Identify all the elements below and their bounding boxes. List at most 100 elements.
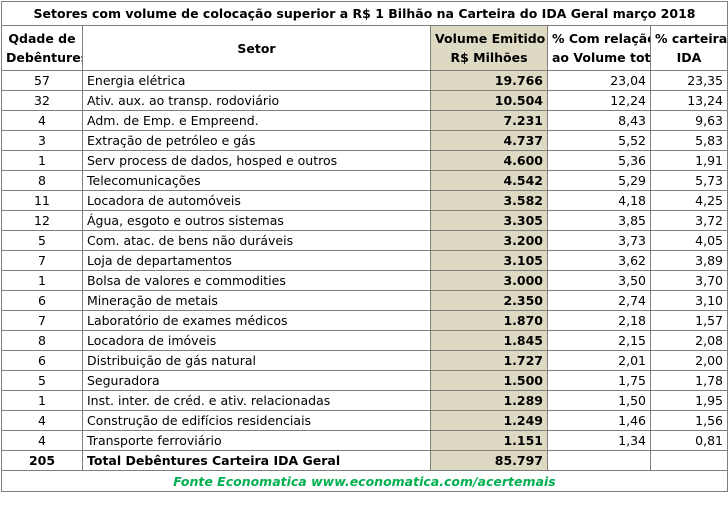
header-pct-ida-line2: IDA: [676, 50, 702, 65]
cell-qty: 4: [1, 110, 83, 131]
cell-sector: Com. atac. de bens não duráveis: [82, 230, 431, 251]
cell-pct-ida: 23,35: [650, 70, 728, 91]
cell-sector: Energia elétrica: [82, 70, 431, 91]
cell-volume: 3.105: [430, 250, 548, 271]
cell-pct-volume: 4,18: [547, 190, 651, 211]
table-row: 3 Extração de petróleo e gás 4.737 5,52 5,83: [1, 130, 728, 151]
table-row: 4 Construção de edifícios residenciais 1.2…: [1, 410, 728, 431]
header-pct-volume: % Com relação ao Volume total: [547, 25, 651, 71]
header-qty: Qdade de Debêntures: [1, 25, 83, 71]
cell-qty: 1: [1, 390, 83, 411]
cell-qty: 4: [1, 410, 83, 431]
cell-volume: 1.151: [430, 430, 548, 451]
cell-pct-volume: 5,36: [547, 150, 651, 171]
cell-sector: Serv process de dados, hosped e outros: [82, 150, 431, 171]
header-pct-ida: % carteira IDA: [650, 25, 728, 71]
header-pct-volume-line2: ao Volume total: [552, 50, 651, 65]
table-row: 6 Distribuição de gás natural 1.727 2,01 2,0…: [1, 350, 728, 371]
cell-qty: 3: [1, 130, 83, 151]
cell-sector: Inst. inter. de créd. e ativ. relacionad…: [82, 390, 431, 411]
cell-pct-volume: 2,74: [547, 290, 651, 311]
cell-qty: 5: [1, 230, 83, 251]
cell-qty: 6: [1, 290, 83, 311]
table-row: 5 Seguradora 1.500 1,75 1,78: [1, 370, 728, 391]
cell-pct-volume: 23,04: [547, 70, 651, 91]
table-row: 4 Adm. de Emp. e Empreend. 7.231 8,43 9,63: [1, 110, 728, 131]
cell-sector: Distribuição de gás natural: [82, 350, 431, 371]
cell-sector: Telecomunicações: [82, 170, 431, 191]
total-qty: 205: [1, 450, 83, 471]
header-pct-ida-line1: % carteira: [655, 31, 728, 46]
title-row: Setores com volume de colocação superior…: [1, 1, 728, 26]
cell-volume: 7.231: [430, 110, 548, 131]
cell-volume: 3.305: [430, 210, 548, 231]
cell-sector: Construção de edifícios residenciais: [82, 410, 431, 431]
table-row: 6 Mineração de metais 2.350 2,74 3,10: [1, 290, 728, 311]
cell-pct-volume: 1,34: [547, 430, 651, 451]
cell-pct-volume: 3,85: [547, 210, 651, 231]
table-row: 32 Ativ. aux. ao transp. rodoviário 10.504…: [1, 90, 728, 111]
header-qty-line1: Qdade de: [8, 31, 76, 46]
table-row: 7 Laboratório de exames médicos 1.870 2,18 1…: [1, 310, 728, 331]
cell-pct-ida: 1,56: [650, 410, 728, 431]
cell-volume: 10.504: [430, 90, 548, 111]
total-pct-ida-empty: [650, 450, 728, 471]
cell-pct-volume: 1,75: [547, 370, 651, 391]
cell-volume: 1.249: [430, 410, 548, 431]
cell-pct-ida: 1,57: [650, 310, 728, 331]
cell-pct-volume: 2,01: [547, 350, 651, 371]
table-row: 4 Transporte ferroviário 1.151 1,34 0,81: [1, 430, 728, 451]
cell-pct-volume: 2,18: [547, 310, 651, 331]
header-row: Qdade de Debêntures Setor Volume Emitido R…: [1, 25, 728, 71]
table-row: 1 Bolsa de valores e commodities 3.000 3,50…: [1, 270, 728, 291]
cell-pct-volume: 1,46: [547, 410, 651, 431]
source-note: Fonte Economatica www.economatica.com/ac…: [1, 470, 728, 492]
cell-pct-ida: 1,95: [650, 390, 728, 411]
table-row: 8 Locadora de imóveis 1.845 2,15 2,08: [1, 330, 728, 351]
cell-sector: Laboratório de exames médicos: [82, 310, 431, 331]
cell-sector: Locadora de imóveis: [82, 330, 431, 351]
table-body: 57 Energia elétrica 19.766 23,04 23,35 32 Ativ…: [1, 70, 728, 451]
cell-qty: 4: [1, 430, 83, 451]
cell-volume: 4.737: [430, 130, 548, 151]
cell-volume: 3.582: [430, 190, 548, 211]
total-pct-volume-empty: [547, 450, 651, 471]
cell-volume: 1.870: [430, 310, 548, 331]
cell-sector: Transporte ferroviário: [82, 430, 431, 451]
table-title: Setores com volume de colocação superior…: [1, 1, 728, 26]
cell-volume: 3.000: [430, 270, 548, 291]
header-sector: Setor: [82, 25, 431, 71]
header-volume-line2: R$ Milhões: [450, 50, 528, 65]
cell-sector: Água, esgoto e outros sistemas: [82, 210, 431, 231]
header-volume-line1: Volume Emitido: [435, 31, 546, 46]
cell-volume: 4.542: [430, 170, 548, 191]
cell-pct-ida: 9,63: [650, 110, 728, 131]
table-row: 5 Com. atac. de bens não duráveis 3.200 3,7…: [1, 230, 728, 251]
table-row: 11 Locadora de automóveis 3.582 4,18 4,25: [1, 190, 728, 211]
cell-pct-ida: 1,91: [650, 150, 728, 171]
cell-qty: 1: [1, 270, 83, 291]
cell-qty: 12: [1, 210, 83, 231]
cell-volume: 1.500: [430, 370, 548, 391]
cell-qty: 8: [1, 330, 83, 351]
cell-sector: Seguradora: [82, 370, 431, 391]
total-volume: 85.797: [430, 450, 548, 471]
table-row: 1 Serv process de dados, hosped e outros 4…: [1, 150, 728, 171]
cell-qty: 32: [1, 90, 83, 111]
cell-pct-volume: 8,43: [547, 110, 651, 131]
cell-qty: 8: [1, 170, 83, 191]
cell-volume: 19.766: [430, 70, 548, 91]
cell-pct-ida: 1,78: [650, 370, 728, 391]
cell-pct-volume: 3,73: [547, 230, 651, 251]
table-row: 7 Loja de departamentos 3.105 3,62 3,89: [1, 250, 728, 271]
cell-sector: Adm. de Emp. e Empreend.: [82, 110, 431, 131]
cell-pct-volume: 3,62: [547, 250, 651, 271]
sector-table: Setores com volume de colocação superior…: [1, 1, 728, 492]
cell-pct-volume: 1,50: [547, 390, 651, 411]
cell-pct-volume: 12,24: [547, 90, 651, 111]
cell-pct-volume: 5,52: [547, 130, 651, 151]
cell-qty: 7: [1, 310, 83, 331]
cell-sector: Mineração de metais: [82, 290, 431, 311]
cell-qty: 57: [1, 70, 83, 91]
cell-qty: 5: [1, 370, 83, 391]
